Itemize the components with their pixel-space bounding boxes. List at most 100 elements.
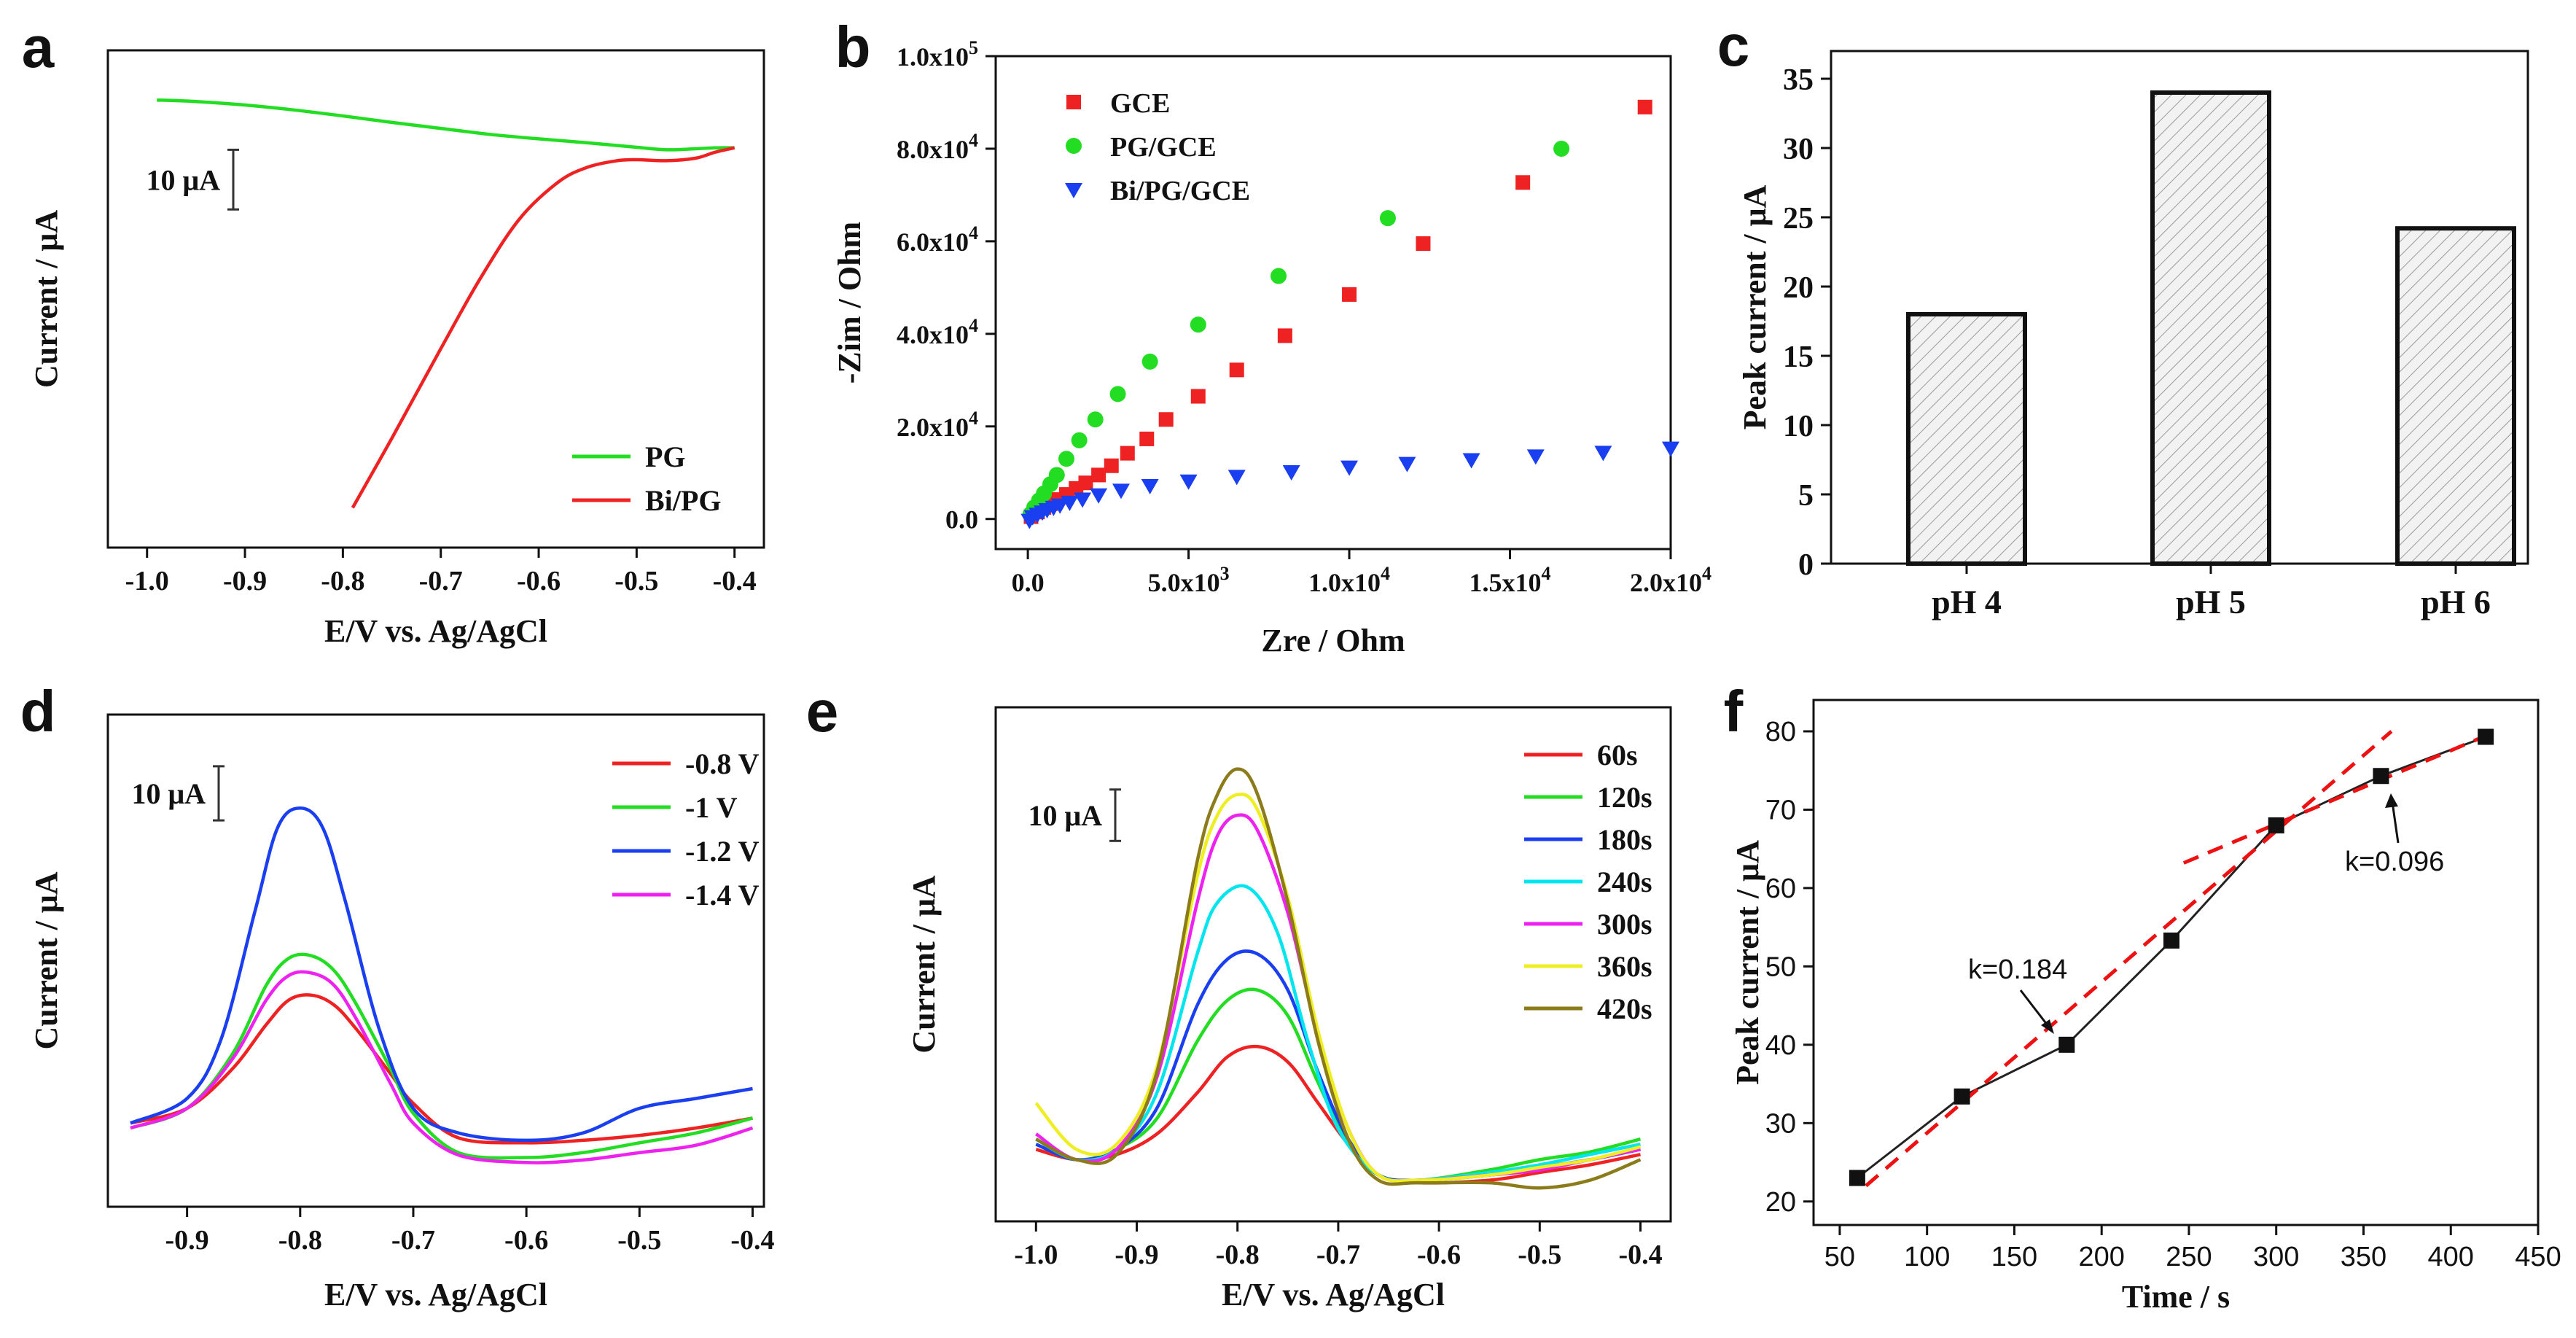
x-tick-label: -0.4 [1618,1240,1662,1270]
y-tick-label: 5 [1798,479,1814,513]
data-point-Bi/PG/GCE [1398,456,1416,472]
legend-label: PG [645,440,686,473]
x-tick-label: 200 [2079,1242,2125,1272]
series-line-60s [1035,1044,1641,1185]
data-point-GCE [1104,458,1119,473]
data-point-PG/GCE [1379,210,1396,227]
annotation-k2: k=0.096 [2345,847,2444,877]
series-line--1.4 V [130,970,754,1164]
legend-label: PG/GCE [1110,132,1217,163]
panel-label-d: d [20,679,56,744]
data-point [2058,1036,2075,1053]
data-point-PG/GCE [1048,467,1065,483]
data-point-Bi/PG/GCE [1594,446,1612,462]
y-tick-label: 50 [1765,952,1796,982]
panel-label-f: f [1724,679,1744,744]
legend-label: 420s [1597,992,1652,1025]
annotation-arrow [2391,801,2400,844]
y-tick-label: 6.0x104 [897,222,978,257]
data-point-Bi/PG/GCE [1179,474,1198,490]
x-tick-label: -1.0 [1014,1240,1058,1270]
x-tick-label: 300 [2253,1242,2299,1272]
data-point-GCE [1120,446,1135,461]
x-tick-label: -0.7 [1316,1240,1360,1270]
legend-label: -1 V [685,791,738,824]
data-point-GCE [1515,175,1531,190]
x-tick-label: 2.0x104 [1630,563,1712,597]
y-axis-label: Current / μA [28,871,64,1049]
plot-frame [994,706,1672,1223]
data-point-PG/GCE [1553,140,1570,157]
x-tick-label: -0.4 [730,1225,774,1256]
x-axis-label: E/V vs. Ag/AgCl [1222,1277,1445,1312]
plot-frame [994,55,1672,551]
y-tick-label: 0.0 [945,505,978,534]
x-tick-label: -0.9 [1115,1240,1158,1270]
x-tick-label: 5.0x103 [1148,563,1230,597]
data-point-GCE [1416,236,1431,252]
data-point [2268,817,2284,833]
panel-label-c: c [1717,13,1750,78]
bar-pH-4 [1906,312,2027,566]
data-point-Bi/PG/GCE [1227,470,1246,486]
data-point-GCE [1139,431,1155,446]
x-axis-label: Time / s [2122,1279,2230,1315]
x-tick-label: -0.9 [223,566,267,596]
x-tick-label: 250 [2166,1242,2212,1272]
x-tick-label: pH 4 [1932,583,2002,621]
legend-label: -0.8 V [685,747,760,780]
data-point-PG/GCE [1058,451,1075,467]
y-axis-label: Current / μA [28,210,64,388]
x-tick-label: -0.8 [1216,1240,1260,1270]
data-point-Bi/PG/GCE [1141,479,1159,495]
fit-line-1 [2182,731,2494,865]
scalebar-label: 10 μA [1028,799,1102,832]
y-tick-label: 0 [1798,548,1814,582]
x-tick-label: -0.8 [321,566,364,596]
data-point-GCE [1229,362,1244,378]
legend-label: -1.4 V [685,879,760,911]
data-point-PG/GCE [1087,411,1104,428]
legend-label: Bi/PG [645,484,721,517]
legend-label: 60s [1597,739,1638,771]
x-tick-label: 400 [2428,1242,2474,1272]
y-tick-label: 15 [1783,341,1814,374]
x-tick-label: 1.0x104 [1308,563,1390,597]
panel-label-b: b [835,15,871,79]
x-tick-label: -1.0 [125,566,169,596]
data-point-PG/GCE [1190,316,1206,333]
data-point [1849,1170,1865,1186]
data-point-PG/GCE [1071,432,1088,448]
x-tick-label: 350 [2341,1242,2386,1272]
data-point-Bi/PG/GCE [1662,441,1679,457]
panel-c: 0 5 10 15 20 25 30 35 pH 4 pH 5 pH 6 Peak current /… [1717,13,2529,621]
x-tick-label: pH 5 [2176,583,2246,621]
legend-label: 360s [1597,950,1652,983]
data-point [2478,728,2494,745]
scalebar-label: 10 μA [131,777,206,810]
panel-label-e: e [806,679,839,744]
data-point-GCE [1078,475,1093,491]
x-tick-label: 1.5x104 [1470,563,1551,597]
legend-label: 240s [1597,866,1652,898]
series-line-Bi/PG [351,146,735,509]
y-tick-label: 4.0x104 [897,315,978,349]
data-point-GCE [1342,287,1357,302]
panel-label-a: a [22,15,55,79]
x-tick-label: 50 [1824,1242,1855,1272]
legend-label: Bi/PG/GCE [1110,176,1250,206]
x-tick-label: -0.6 [1417,1240,1461,1270]
x-tick-label: -0.6 [504,1225,548,1256]
data-point-PG/GCE [1271,268,1287,284]
y-tick-label: 30 [1765,1108,1796,1139]
series-line-120s [1035,987,1642,1183]
y-tick-label: 30 [1783,133,1814,166]
y-tick-label: 35 [1783,63,1814,97]
x-axis-label: E/V vs. Ag/AgCl [324,1277,547,1312]
y-tick-label: 10 [1783,410,1814,443]
x-tick-label: -0.7 [419,566,463,596]
x-tick-label: 0.0 [1012,568,1045,597]
data-point-Bi/PG/GCE [1061,495,1079,511]
panel-b: 0.0 5.0x103 1.0x104 1.5x104 2.0x104 0.0 2.0x10… [832,15,1712,658]
